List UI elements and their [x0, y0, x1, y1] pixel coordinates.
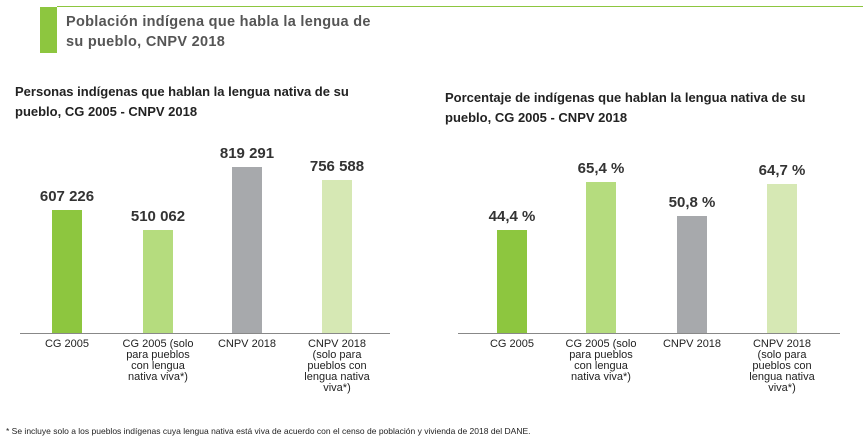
header-title: Población indígena que habla la lengua d…: [66, 14, 371, 50]
value-label: 65,4 %: [577, 160, 625, 177]
axis-line: [20, 333, 390, 334]
bar: [143, 229, 173, 333]
value-label: 756 588: [309, 157, 365, 175]
header-rule: [57, 6, 863, 7]
category-label: CG 2005: [44, 338, 90, 350]
bar: [767, 183, 797, 333]
category-label: CNPV 2018 (solo para pueblos con lengua …: [749, 338, 815, 394]
bar: [586, 182, 616, 333]
bar: [52, 209, 82, 333]
bar: [497, 230, 527, 333]
bar: [232, 167, 262, 333]
chart-title: Porcentaje de indígenas que hablan la le…: [445, 90, 806, 125]
category-label: CNPV 2018 (solo para pueblos con lengua …: [304, 338, 370, 394]
axis-line: [458, 333, 840, 334]
value-label: 64,7 %: [758, 161, 806, 179]
header-accent: [40, 7, 57, 53]
value-label: 50,8 %: [668, 193, 716, 211]
footnote: * Se incluye solo a los pueblos indígena…: [6, 426, 531, 436]
value-label: 819 291: [219, 145, 275, 162]
category-label: CNPV 2018: [662, 338, 722, 350]
chart-title: Personas indígenas que hablan la lengua …: [15, 84, 349, 119]
category-label: CG 2005 (solo para pueblos con lengua na…: [122, 338, 194, 383]
bar: [322, 179, 352, 333]
value-label: 607 226: [39, 187, 95, 205]
category-label: CNPV 2018: [217, 338, 277, 350]
value-label: 44,4 %: [488, 208, 536, 226]
category-label: CG 2005: [489, 338, 535, 350]
value-label: 510 062: [130, 207, 186, 225]
category-label: CG 2005 (solo para pueblos con lengua na…: [565, 338, 637, 383]
bar: [677, 215, 707, 333]
